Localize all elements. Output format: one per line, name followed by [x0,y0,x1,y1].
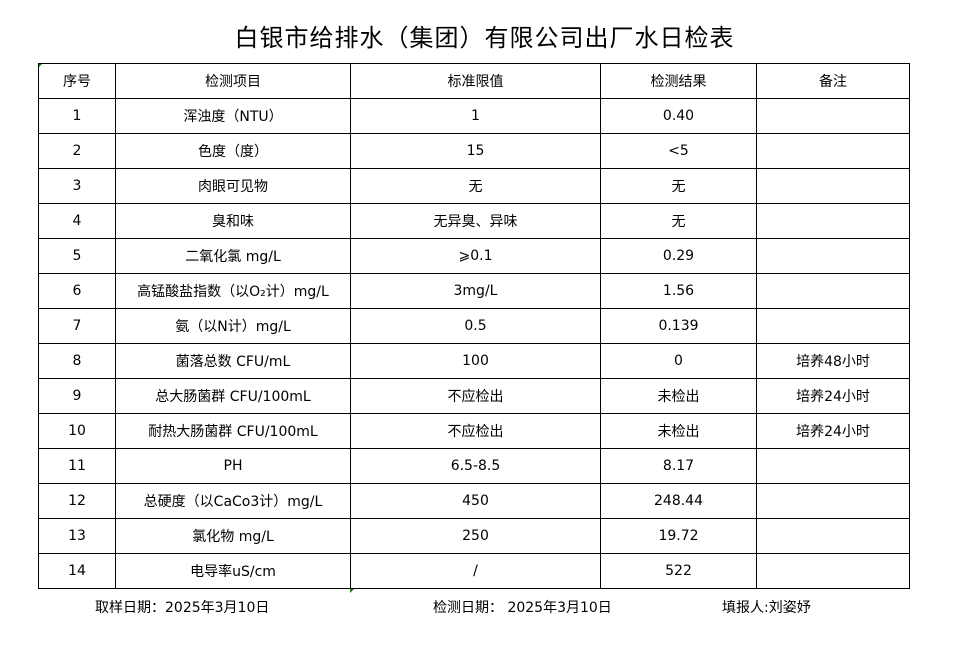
test-result: 522 [600,553,757,589]
remark: 培养48小时 [756,343,910,379]
test-item: 二氧化氯 mg/L [115,238,351,274]
standard-limit: 无异臭、异味 [350,203,601,239]
remark [756,168,910,204]
test-item: 氯化物 mg/L [115,518,351,554]
standard-limit: 6.5-8.5 [350,448,601,484]
standard-limit: ⩾0.1 [350,238,601,274]
test-item: 高锰酸盐指数（以O₂计）mg/L [115,273,351,309]
test-result: 248.44 [600,483,757,519]
table-row: 11 PH 6.5-8.5 8.17 [38,448,910,484]
remark: 培养24小时 [756,413,910,449]
row-number: 5 [38,238,116,274]
remark [756,308,910,344]
remark [756,273,910,309]
row-number: 6 [38,273,116,309]
test-result: 无 [600,168,757,204]
test-result: 0.139 [600,308,757,344]
remark [756,483,910,519]
table-row: 5 二氧化氯 mg/L ⩾0.1 0.29 [38,238,910,274]
row-number: 13 [38,518,116,554]
test-result: <5 [600,133,757,169]
test-result: 0.29 [600,238,757,274]
test-item: 电导率uS/cm [115,553,351,589]
test-item: 耐热大肠菌群 CFU/100mL [115,413,351,449]
standard-limit: 250 [350,518,601,554]
standard-limit: / [350,553,601,589]
test-result: 19.72 [600,518,757,554]
test-result: 未检出 [600,413,757,449]
remark [756,133,910,169]
test-item: 臭和味 [115,203,351,239]
test-item: 肉眼可见物 [115,168,351,204]
header-cell: 检测结果 [600,63,757,99]
remark [756,203,910,239]
remark [756,448,910,484]
header-row: 序号 检测项目 标准限值 检测结果 备注 [38,63,910,99]
remark [756,518,910,554]
row-number: 8 [38,343,116,379]
table-row: 4 臭和味 无异臭、异味无 [38,203,910,239]
table-row: 3 肉眼可见物无无 [38,168,910,204]
row-number: 11 [38,448,116,484]
test-item: 氨（以N计）mg/L [115,308,351,344]
standard-limit: 1 [350,98,601,134]
test-item: 总硬度（以CaCo3计）mg/L [115,483,351,519]
test-item: 菌落总数 CFU/mL [115,343,351,379]
sampling-date: 取样日期：2025年3月10日 [95,600,270,616]
row-number: 10 [38,413,116,449]
table-row: 6 高锰酸盐指数（以O₂计）mg/L 3mg/L 1.56 [38,273,910,309]
row-number: 12 [38,483,116,519]
remark [756,553,910,589]
header-cell: 序号 [38,63,116,99]
standard-limit: 不应检出 [350,378,601,414]
standard-limit: 15 [350,133,601,169]
row-number: 4 [38,203,116,239]
test-result: 无 [600,203,757,239]
table-row: 9 总大肠菌群 CFU/100mL 不应检出 未检出 培养24小时 [38,378,910,414]
row-number: 7 [38,308,116,344]
header-cell: 备注 [756,63,910,99]
test-result: 0 [600,343,757,379]
standard-limit: 0.5 [350,308,601,344]
row-number: 1 [38,98,116,134]
test-result: 0.40 [600,98,757,134]
standard-limit: 100 [350,343,601,379]
row-number: 9 [38,378,116,414]
table-row: 8 菌落总数 CFU/mL 100 0 培养48小时 [38,343,910,379]
test-result: 1.56 [600,273,757,309]
table-row: 14 电导率uS/cm/522 [38,553,910,589]
cell-marker [350,588,355,593]
test-item: 总大肠菌群 CFU/100mL [115,378,351,414]
remark [756,238,910,274]
header-cell: 标准限值 [350,63,601,99]
row-number: 3 [38,168,116,204]
table-row: 13 氯化物 mg/L 250 19.72 [38,518,910,554]
standard-limit: 无 [350,168,601,204]
test-date: 检测日期： 2025年3月10日 [433,600,612,616]
standard-limit: 不应检出 [350,413,601,449]
test-result: 未检出 [600,378,757,414]
test-item: 浑浊度（NTU） [115,98,351,134]
header-cell: 检测项目 [115,63,351,99]
table-row: 12 总硬度（以CaCo3计）mg/L 450 248.44 [38,483,910,519]
table-row: 2 色度（度） 15 <5 [38,133,910,169]
standard-limit: 450 [350,483,601,519]
row-number: 14 [38,553,116,589]
table-row: 7 氨（以N计）mg/L 0.5 0.139 [38,308,910,344]
row-number: 2 [38,133,116,169]
test-item: 色度（度） [115,133,351,169]
reporter: 填报人:刘姿妤 [722,600,811,616]
inspection-table: 序号 检测项目 标准限值 检测结果 备注 1 浑浊度（NTU） 1 0.40 2 色度（度… [38,63,910,589]
remark: 培养24小时 [756,378,910,414]
standard-limit: 3mg/L [350,273,601,309]
remark [756,98,910,134]
table-row: 10 耐热大肠菌群 CFU/100mL 不应检出 未检出 培养24小时 [38,413,910,449]
test-result: 8.17 [600,448,757,484]
test-item: PH [115,448,351,484]
page-title: 白银市给排水（集团）有限公司出厂水日检表 [234,24,735,52]
table-row: 1 浑浊度（NTU） 1 0.40 [38,98,910,134]
